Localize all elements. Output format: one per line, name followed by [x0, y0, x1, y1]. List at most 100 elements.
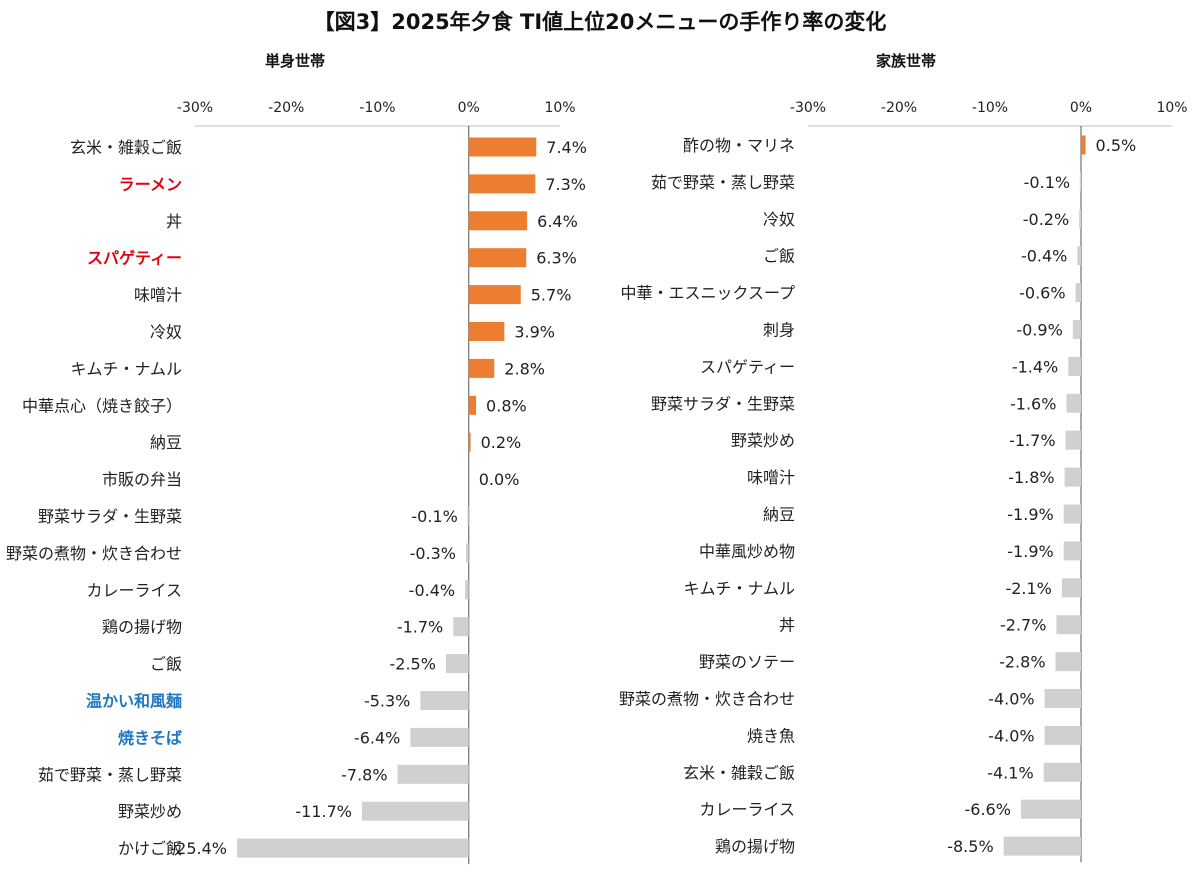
- x-tick-label: -10%: [972, 100, 1008, 116]
- data-label: -0.4%: [409, 581, 455, 600]
- bar: [465, 580, 469, 600]
- bar: [1044, 725, 1081, 745]
- bar: [1055, 652, 1081, 672]
- panel-title-single: 単身世帯: [264, 52, 326, 70]
- category-label: 茹で野菜・蒸し野菜: [651, 173, 795, 192]
- category-label: 納豆: [150, 433, 182, 452]
- category-label: 冷奴: [763, 210, 795, 229]
- category-label: かけご飯: [118, 839, 182, 858]
- bar: [1020, 799, 1081, 819]
- data-label: 6.4%: [537, 212, 578, 231]
- data-label: -4.0%: [988, 690, 1034, 709]
- panel-title-family: 家族世帯: [875, 52, 937, 70]
- category-label: 市販の弁当: [102, 470, 182, 489]
- data-label: -8.5%: [947, 837, 993, 856]
- bar: [468, 358, 495, 378]
- data-label: -5.3%: [364, 692, 410, 711]
- data-label: 2.8%: [504, 359, 545, 378]
- bar: [468, 285, 521, 305]
- data-label: 3.9%: [514, 323, 555, 342]
- x-tick-label: -30%: [790, 100, 826, 116]
- data-label: -6.6%: [965, 800, 1011, 819]
- category-label: 焼きそば: [118, 728, 182, 747]
- x-tick-label: -20%: [268, 100, 304, 116]
- bar: [1066, 393, 1081, 413]
- category-label: 鶏の揚げ物: [102, 618, 182, 637]
- data-label: -1.9%: [1007, 505, 1053, 524]
- bar: [445, 654, 469, 674]
- category-label: カレーライス: [86, 581, 182, 600]
- data-label: -2.1%: [1005, 579, 1051, 598]
- bar: [1044, 689, 1081, 708]
- x-tick-label: -10%: [359, 100, 395, 116]
- category-label: キムチ・ナムル: [70, 359, 182, 378]
- category-label: スパゲティー: [700, 357, 795, 376]
- bar: [468, 322, 505, 341]
- category-label: 刺身: [763, 321, 795, 340]
- category-label: 焼き魚: [747, 726, 795, 745]
- bar: [453, 617, 469, 637]
- category-label: 丼: [779, 616, 795, 635]
- x-tick-label: 0%: [458, 100, 480, 116]
- data-label: 0.5%: [1096, 136, 1137, 155]
- category-label: 茹で野菜・蒸し野菜: [38, 765, 182, 784]
- data-label: 5.7%: [531, 286, 572, 305]
- data-label: -0.9%: [1016, 321, 1062, 340]
- data-label: 0.0%: [479, 470, 520, 489]
- category-label: 味噌汁: [747, 468, 795, 487]
- category-label: 野菜の煮物・炊き合わせ: [619, 690, 795, 709]
- category-label: ご飯: [763, 247, 795, 266]
- category-label: 野菜サラダ・生野菜: [651, 394, 795, 413]
- data-label: 6.3%: [536, 249, 577, 268]
- category-label: スパゲティー: [87, 249, 182, 268]
- data-label: -0.6%: [1019, 284, 1065, 303]
- data-label: -1.7%: [1009, 431, 1055, 450]
- data-label: 7.4%: [546, 138, 587, 157]
- data-label: -0.1%: [1024, 173, 1070, 192]
- bar: [1043, 762, 1081, 782]
- bar: [1061, 578, 1081, 598]
- bar: [1056, 615, 1081, 635]
- category-label: ご飯: [150, 655, 182, 674]
- bar: [1072, 320, 1081, 339]
- data-label: -1.6%: [1010, 394, 1056, 413]
- bar: [1003, 836, 1081, 856]
- bar: [1077, 246, 1081, 266]
- category-label: 野菜の煮物・炊き合わせ: [6, 544, 182, 563]
- x-tick-label: 0%: [1070, 100, 1092, 116]
- bar: [468, 174, 536, 194]
- category-label: 冷奴: [150, 323, 182, 342]
- bar: [410, 727, 469, 747]
- bar: [1068, 356, 1081, 376]
- category-label: 納豆: [763, 505, 795, 524]
- bar: [468, 432, 471, 452]
- data-label: -4.0%: [988, 726, 1034, 745]
- bar: [468, 137, 537, 157]
- data-label: -0.1%: [411, 507, 457, 526]
- category-label: 味噌汁: [134, 286, 182, 305]
- x-tick-label: 10%: [544, 100, 575, 116]
- category-label: 中華風炒め物: [699, 542, 795, 561]
- data-label: 7.3%: [545, 175, 586, 194]
- category-label: 丼: [166, 212, 182, 231]
- category-label: 野菜炒め: [118, 802, 182, 821]
- data-label: 0.2%: [481, 433, 522, 452]
- category-label: 野菜炒め: [731, 431, 795, 450]
- category-label: 中華点心（焼き餃子）: [22, 396, 182, 415]
- x-tick-label: -20%: [881, 100, 917, 116]
- category-label: 鶏の揚げ物: [715, 837, 795, 856]
- data-label: -4.1%: [987, 763, 1033, 782]
- data-label: -0.2%: [1023, 210, 1069, 229]
- bar: [397, 764, 469, 784]
- chart-title: 【図3】2025年夕食 TI値上位20メニューの手作り率の変化: [313, 10, 887, 34]
- data-label: -1.4%: [1012, 357, 1058, 376]
- category-label: 中華・エスニックスープ: [620, 284, 795, 303]
- data-label: -6.4%: [354, 728, 400, 747]
- bar: [1081, 135, 1086, 155]
- category-label: 野菜サラダ・生野菜: [38, 507, 182, 526]
- category-label: 野菜のソテー: [699, 653, 795, 672]
- category-label: 玄米・雑穀ご飯: [70, 138, 182, 157]
- bar: [1079, 209, 1081, 229]
